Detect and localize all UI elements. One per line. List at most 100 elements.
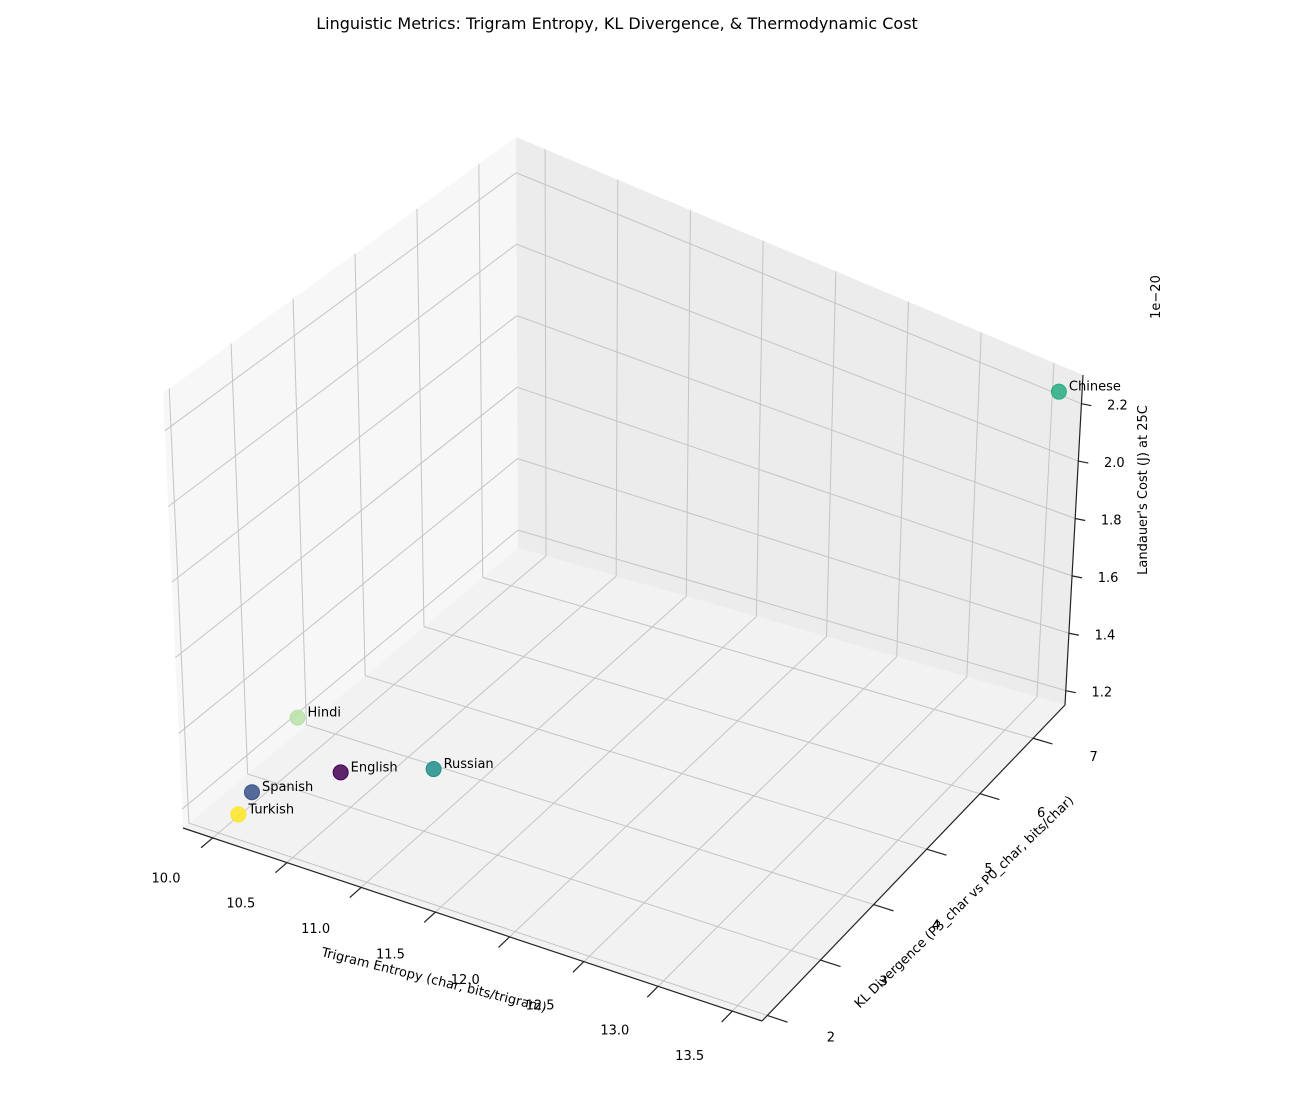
y-tick-mark bbox=[873, 904, 894, 912]
x-tick-label: 10.5 bbox=[226, 897, 255, 912]
y-tick-label: 3 bbox=[879, 974, 887, 989]
grid-x-floor bbox=[657, 676, 968, 987]
x-tick-label: 12.5 bbox=[526, 998, 555, 1013]
grid-y-left bbox=[478, 163, 484, 578]
grid-y-floor bbox=[247, 773, 821, 961]
z-tick-mark bbox=[1078, 460, 1089, 464]
grid-x-floor bbox=[212, 555, 547, 839]
y-tick-label: 7 bbox=[1090, 750, 1098, 765]
y-tick-label: 5 bbox=[984, 862, 992, 877]
grid-y-floor bbox=[482, 576, 1034, 739]
grid-y-left bbox=[354, 253, 366, 676]
grid-lines bbox=[164, 149, 1082, 1016]
grid-z-left bbox=[164, 172, 517, 432]
grid-z-left bbox=[181, 529, 519, 810]
x-tick-mark bbox=[498, 936, 511, 948]
x-tick-mark bbox=[646, 985, 659, 998]
z-tick-mark bbox=[1081, 403, 1092, 407]
data-point-chinese bbox=[1050, 383, 1067, 400]
grid-z-left bbox=[174, 386, 518, 659]
z-tick-label: 1.2 bbox=[1091, 686, 1112, 701]
data-point-english bbox=[332, 764, 349, 781]
data-label-spanish: Spanish bbox=[262, 780, 313, 795]
data-label-turkish: Turkish bbox=[247, 802, 294, 817]
grid-x-back bbox=[755, 240, 764, 617]
grid-y-left bbox=[168, 388, 190, 824]
y-tick-label: 2 bbox=[827, 1031, 835, 1046]
grid-y-left bbox=[416, 208, 425, 627]
x-tick-label: 13.0 bbox=[600, 1024, 629, 1039]
grid-x-floor bbox=[583, 656, 898, 962]
z-axis-label: Landauer's Cost (J) at 25C bbox=[1136, 405, 1151, 575]
y-axis-line bbox=[761, 704, 1066, 1022]
grid-y-left bbox=[230, 343, 249, 774]
grid-x-floor bbox=[731, 696, 1038, 1012]
y-tick-label: 6 bbox=[1037, 806, 1045, 821]
grid-y-floor bbox=[423, 626, 981, 795]
data-points: English Spanish Russian Chinese Hindi Turkish bbox=[230, 380, 1121, 823]
grid-z-back bbox=[517, 386, 1073, 577]
z-tick-mark bbox=[1068, 632, 1080, 636]
x-tick-label: 11.0 bbox=[301, 922, 330, 937]
data-label-hindi: Hindi bbox=[308, 706, 342, 721]
axis-lines bbox=[182, 374, 1092, 1023]
grid-x-floor bbox=[509, 636, 827, 938]
data-point-hindi bbox=[289, 709, 306, 726]
grid-z-back bbox=[517, 458, 1070, 634]
grid-x-floor bbox=[435, 616, 757, 913]
x-tick-label: 11.5 bbox=[376, 948, 405, 963]
x-tick-mark bbox=[423, 911, 436, 923]
grid-y-floor bbox=[365, 675, 927, 850]
grid-z-left bbox=[167, 243, 517, 507]
z-axis-line bbox=[1064, 374, 1084, 706]
grid-x-floor bbox=[360, 595, 687, 888]
x-axis-line bbox=[182, 827, 763, 1022]
grid-z-back bbox=[515, 172, 1082, 405]
x-tick-label: 10.0 bbox=[152, 871, 181, 886]
grid-y-left bbox=[292, 298, 307, 725]
x-tick-mark bbox=[721, 1010, 733, 1023]
grid-x-back bbox=[615, 179, 619, 577]
x-tick-label: 13.5 bbox=[675, 1049, 704, 1064]
z-tick-label: 2.0 bbox=[1104, 456, 1125, 471]
tick-labels: 10.0 10.5 11.0 11.5 12.0 12.5 13.0 13.5 2 3 4 5 6 7 1.… bbox=[152, 399, 1128, 1064]
x-tick-label: 12.0 bbox=[451, 973, 480, 988]
y-tick-mark bbox=[1032, 737, 1053, 745]
y-tick-mark bbox=[979, 793, 1000, 801]
chart-title: Linguistic Metrics: Trigram Entropy, KL … bbox=[316, 14, 918, 33]
z-tick-mark bbox=[1065, 690, 1076, 694]
z-tick-label: 2.2 bbox=[1107, 399, 1128, 414]
x-tick-mark bbox=[572, 961, 585, 973]
grid-z-back bbox=[517, 529, 1066, 692]
grid-x-back bbox=[826, 271, 837, 637]
axes-panes bbox=[163, 137, 1083, 1021]
z-tick-mark bbox=[1075, 517, 1086, 522]
data-point-spanish bbox=[243, 784, 260, 801]
x-tick-mark bbox=[349, 886, 362, 899]
grid-x-back bbox=[1036, 362, 1055, 697]
x-axis-label: Trigram Entropy (char, bits/trigram) bbox=[319, 945, 548, 1016]
z-axis-offset-label: 1e−20 bbox=[1149, 275, 1164, 319]
back-pane bbox=[516, 137, 1083, 705]
data-label-chinese: Chinese bbox=[1069, 380, 1121, 395]
z-tick-label: 1.8 bbox=[1101, 513, 1122, 528]
y-tick-mark bbox=[767, 1014, 788, 1023]
data-point-turkish bbox=[230, 806, 247, 823]
data-point-russian bbox=[425, 761, 442, 778]
grid-x-back bbox=[544, 149, 547, 557]
grid-x-back bbox=[896, 301, 910, 657]
grid-z-left bbox=[178, 458, 518, 734]
x-tick-mark bbox=[200, 837, 214, 849]
z-tick-label: 1.6 bbox=[1098, 571, 1119, 586]
floor-pane bbox=[183, 548, 1065, 1021]
grid-x-back bbox=[966, 332, 982, 677]
x-tick-mark bbox=[275, 862, 288, 874]
y-tick-label: 4 bbox=[932, 918, 940, 933]
data-label-russian: Russian bbox=[444, 757, 494, 772]
z-tick-mark bbox=[1071, 575, 1083, 579]
y-tick-mark bbox=[820, 959, 841, 968]
grid-y-floor bbox=[306, 724, 874, 906]
grid-z-back bbox=[516, 315, 1076, 519]
data-label-english: English bbox=[351, 760, 398, 775]
grid-y-floor bbox=[188, 822, 768, 1016]
